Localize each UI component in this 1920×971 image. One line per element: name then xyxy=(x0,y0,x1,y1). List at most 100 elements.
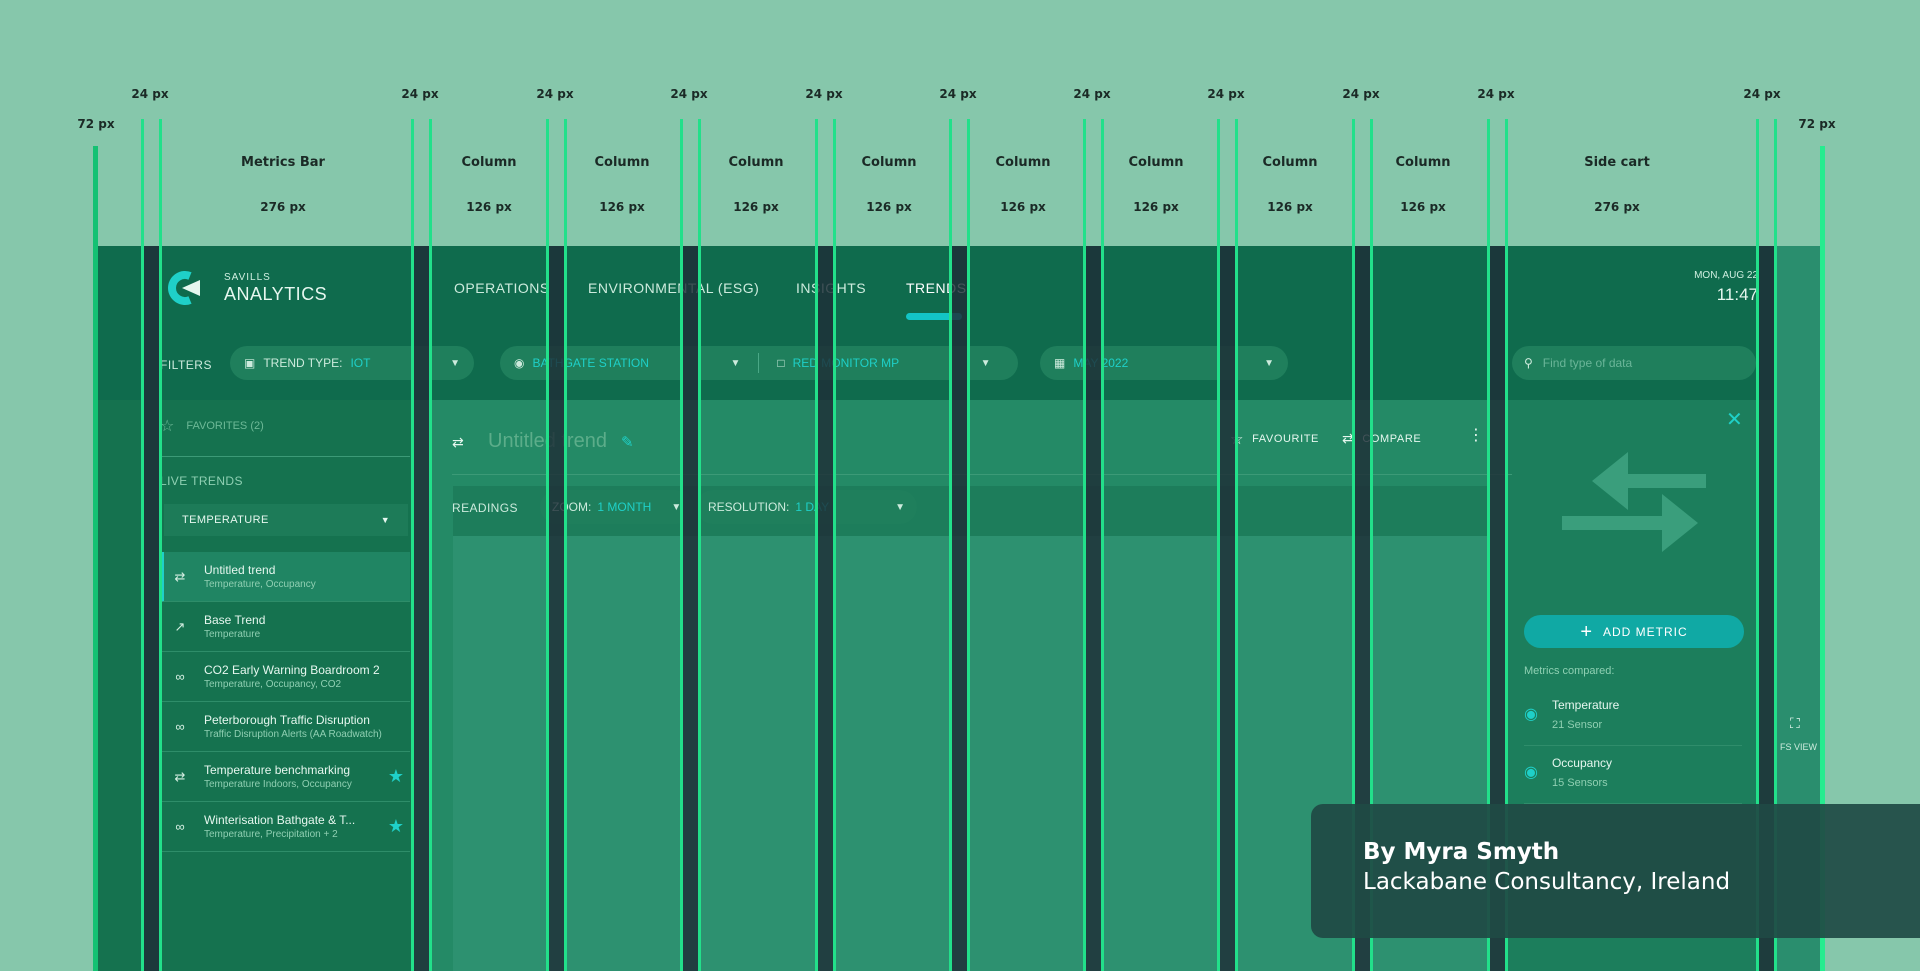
column-width-label: 276 px xyxy=(260,200,306,214)
trend-name: CO2 Early Warning Boardroom 2 xyxy=(204,663,380,677)
search-input[interactable] xyxy=(1542,356,1723,370)
column-width-label: 126 px xyxy=(1000,200,1046,214)
margin-left-label: 72 px xyxy=(77,117,115,131)
header-time: 11:47 xyxy=(1716,285,1758,304)
gutter-band xyxy=(951,246,967,971)
favorites-row[interactable]: ☆ FAVORITES (2) xyxy=(160,416,264,436)
column-label: Metrics Bar xyxy=(241,155,325,170)
compare-icon: ⇄ xyxy=(174,568,186,584)
compare-label: COMPARE xyxy=(1362,432,1422,445)
gutter-width-label: 24 px xyxy=(1477,87,1515,101)
close-icon[interactable]: ✕ xyxy=(1726,409,1743,431)
trend-sub: Temperature, Occupancy xyxy=(204,579,316,590)
gutter-band xyxy=(1758,246,1774,971)
pencil-icon[interactable]: ✎ xyxy=(620,433,634,451)
trend-item-winterisation[interactable]: ∞ Winterisation Bathgate & T... Temperat… xyxy=(160,802,410,852)
column-label: Column xyxy=(1128,155,1184,170)
gutter-width-label: 24 px xyxy=(805,87,843,101)
trend-name: Winterisation Bathgate & T... xyxy=(204,813,356,827)
grid-line xyxy=(1235,119,1238,971)
savills-logo-icon xyxy=(168,271,200,305)
chevron-down-icon: ▼ xyxy=(730,357,741,369)
gutter-width-label: 24 px xyxy=(939,87,977,101)
compare-button[interactable]: ⇄ COMPARE xyxy=(1342,430,1421,447)
location-filter[interactable]: ◉ BATHGATE STATION ▼ □ RED MONITOR MP ▼ xyxy=(500,346,1018,380)
gutter-width-label: 24 px xyxy=(1207,87,1245,101)
column-label: Side cart xyxy=(1584,155,1650,170)
grid-line xyxy=(564,119,567,971)
star-filled-icon[interactable]: ★ xyxy=(387,766,404,786)
trend-item-benchmarking[interactable]: ⇄ Temperature benchmarking Temperature I… xyxy=(160,752,410,802)
trending-up-icon: ↗ xyxy=(174,618,186,634)
favourite-label: FAVOURITE xyxy=(1252,433,1319,445)
grid-line xyxy=(949,119,952,971)
trend-item-untitled[interactable]: ⇄ Untitled trend Temperature, Occupancy xyxy=(160,552,410,602)
eye-icon[interactable]: ◉ xyxy=(1524,764,1538,781)
column-width-label: 126 px xyxy=(1400,200,1446,214)
trend-item-peterborough[interactable]: ∞ Peterborough Traffic Disruption Traffi… xyxy=(160,702,410,752)
brand-big: ANALYTICS xyxy=(224,284,328,304)
credit-name: By Myra Smyth xyxy=(1363,839,1560,865)
tab-operations[interactable]: OPERATIONS xyxy=(454,280,550,296)
gutter-band xyxy=(1219,246,1235,971)
grid-line xyxy=(1101,119,1104,971)
divider xyxy=(160,456,410,457)
grid-line xyxy=(159,119,162,971)
grid-line xyxy=(815,119,818,971)
grid-line xyxy=(1217,119,1220,971)
grid-line xyxy=(411,119,414,971)
grid-line xyxy=(429,119,432,971)
chevron-down-icon: ▼ xyxy=(671,501,682,513)
favourite-button[interactable]: ☆ FAVOURITE xyxy=(1230,430,1319,448)
link-icon: ∞ xyxy=(175,668,185,684)
search-box[interactable]: ⚲ xyxy=(1512,346,1756,380)
calendar-icon: ▦ xyxy=(1054,356,1066,370)
gutter-band xyxy=(1489,246,1505,971)
fs-view-label: FS VIEW xyxy=(1780,742,1818,752)
chevron-down-icon: ▼ xyxy=(1264,357,1274,369)
chevron-down-icon: ▼ xyxy=(895,501,906,513)
filter-divider xyxy=(758,353,760,373)
folder-icon: □ xyxy=(777,356,785,370)
column-label: Column xyxy=(1262,155,1318,170)
fullscreen-icon[interactable]: ⛶ xyxy=(1790,715,1800,731)
column-label: Column xyxy=(461,155,517,170)
trend-type-filter[interactable]: ▣ TREND TYPE: IOT ▼ xyxy=(230,346,474,380)
trend-item-base[interactable]: ↗ Base Trend Temperature xyxy=(160,602,410,652)
metric-sub: 15 Sensors xyxy=(1551,777,1608,789)
trend-sub: Temperature Indoors, Occupancy xyxy=(204,779,352,790)
resolution-prefix: RESOLUTION: xyxy=(708,500,790,514)
trend-item-co2[interactable]: ∞ CO2 Early Warning Boardroom 2 Temperat… xyxy=(160,652,410,702)
filters-label: FILTERS xyxy=(160,358,212,372)
metric-item-occupancy[interactable]: ◉ Occupancy 15 Sensors xyxy=(1524,748,1742,804)
link-icon: ∞ xyxy=(175,718,185,734)
metric-select[interactable]: TEMPERATURE ▼ xyxy=(164,504,408,536)
add-metric-label: ADD METRIC xyxy=(1603,624,1688,639)
gutter-width-label: 24 px xyxy=(536,87,574,101)
tab-environmental[interactable]: ENVIRONMENTAL (ESG) xyxy=(588,280,760,296)
credit-card: By Myra Smyth Lackabane Consultancy, Ire… xyxy=(1311,804,1920,938)
column-width-label: 126 px xyxy=(1267,200,1313,214)
trend-name: Peterborough Traffic Disruption xyxy=(204,713,370,727)
gutter-band xyxy=(548,246,564,971)
search-icon: ⚲ xyxy=(1524,356,1533,370)
date-filter[interactable]: ▦ MAY 2022 ▼ xyxy=(1040,346,1288,380)
trend-sub: Temperature xyxy=(204,629,261,640)
divider xyxy=(452,474,1512,475)
grid-line xyxy=(698,119,701,971)
margin-bar-left xyxy=(93,146,98,971)
trend-name: Temperature benchmarking xyxy=(204,763,351,777)
eye-icon[interactable]: ◉ xyxy=(1524,706,1538,723)
star-filled-icon[interactable]: ★ xyxy=(387,816,404,836)
grid-line xyxy=(1505,119,1508,971)
column-label: Column xyxy=(861,155,917,170)
metric-item-temperature[interactable]: ◉ Temperature 21 Sensor xyxy=(1524,690,1742,746)
grid-line xyxy=(1083,119,1086,971)
resolution-select[interactable]: RESOLUTION: 1 DAY ▼ xyxy=(696,490,918,524)
more-vert-icon[interactable]: ⋮ xyxy=(1468,427,1484,444)
chevron-down-icon: ▼ xyxy=(380,515,390,525)
compare-arrows-icon xyxy=(1562,452,1706,552)
margin-right-label: 72 px xyxy=(1798,117,1836,131)
add-metric-button[interactable]: + ADD METRIC xyxy=(1524,615,1744,648)
column-width-label: 276 px xyxy=(1594,200,1640,214)
